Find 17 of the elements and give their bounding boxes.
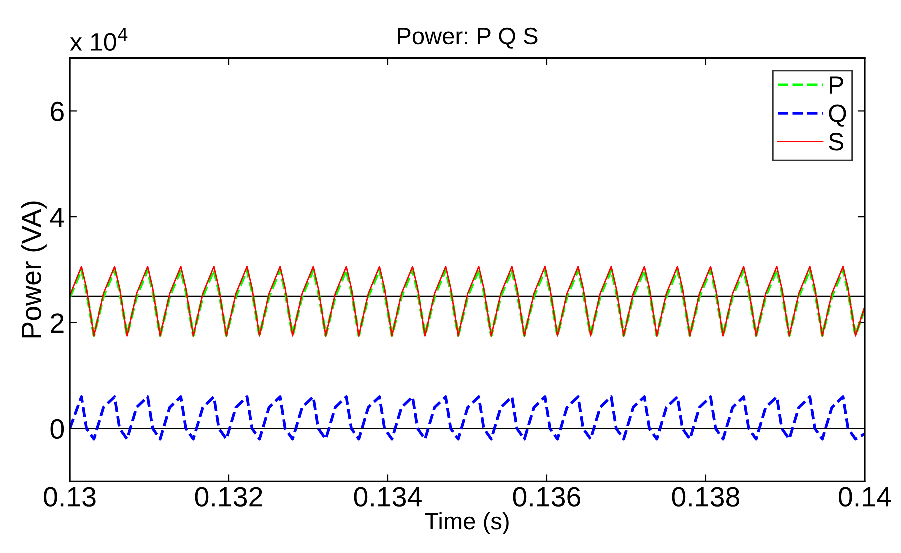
- text: x 10$^{4}$: [70, 28, 128, 52]
- y-tick-label: 0: [50, 419, 64, 440]
- y-tick-label: 6: [51, 102, 64, 122]
- x-tick-label: 0.134: [354, 487, 422, 507]
- chart-title: Power: P Q S: [398, 28, 538, 49]
- x-tick-label: 0.13: [44, 487, 96, 507]
- y-axis-title: Power (VA): [21, 202, 47, 338]
- y-tick-label: 4: [50, 208, 64, 228]
- legend-label: Q: [829, 104, 846, 127]
- x-tick-label: 0.138: [672, 487, 740, 507]
- x-tick-label: 0.132: [195, 487, 262, 507]
- x-axis-title: Time (s): [425, 512, 509, 534]
- x-tick-label: 0.136: [513, 487, 581, 507]
- legend-label: P: [830, 76, 844, 94]
- y-tick-label: 2: [51, 314, 64, 333]
- x-tick-label: 0.14: [839, 487, 892, 507]
- legend-label: S: [829, 133, 844, 151]
